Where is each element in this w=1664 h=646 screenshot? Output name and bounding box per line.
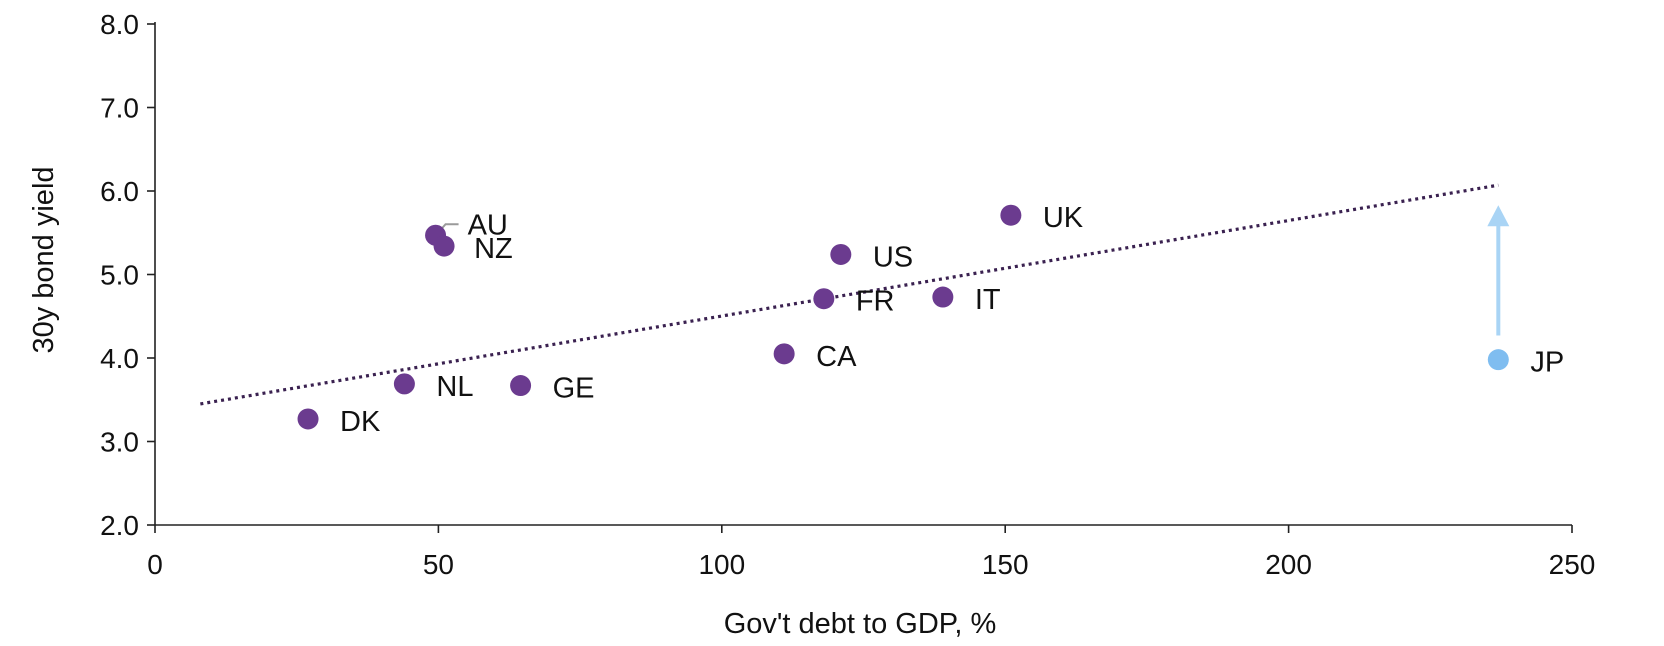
data-point-fr bbox=[813, 288, 835, 310]
point-label-us: US bbox=[873, 241, 913, 273]
point-label-ca: CA bbox=[816, 341, 857, 373]
x-tick-label: 200 bbox=[1265, 549, 1312, 580]
x-tick-label: 250 bbox=[1549, 549, 1596, 580]
y-tick-label: 4.0 bbox=[100, 343, 139, 374]
data-point-it bbox=[932, 286, 954, 308]
data-point-nz bbox=[433, 235, 455, 257]
x-tick-label: 0 bbox=[147, 549, 163, 580]
data-point-ge bbox=[510, 375, 532, 397]
point-label-it: IT bbox=[975, 284, 1001, 316]
y-tick-label: 2.0 bbox=[100, 510, 139, 541]
y-tick-label: 3.0 bbox=[100, 427, 139, 458]
y-tick-label: 6.0 bbox=[100, 176, 139, 207]
y-tick-label: 8.0 bbox=[100, 9, 139, 40]
point-label-nl: NL bbox=[436, 371, 473, 403]
x-tick-label: 150 bbox=[982, 549, 1029, 580]
point-label-au: AU bbox=[468, 209, 508, 241]
y-axis-title: 30y bond yield bbox=[28, 166, 60, 353]
trendline bbox=[200, 183, 1499, 406]
data-point-us bbox=[830, 243, 852, 265]
x-tick-label: 50 bbox=[423, 549, 454, 580]
data-point-nl bbox=[393, 373, 415, 395]
point-label-fr: FR bbox=[856, 286, 895, 318]
data-point-jp bbox=[1487, 349, 1509, 371]
x-tick-label: 100 bbox=[698, 549, 745, 580]
arrow-head bbox=[1487, 205, 1510, 227]
point-label-ge: GE bbox=[553, 373, 595, 405]
point-label-uk: UK bbox=[1043, 202, 1084, 234]
y-tick-label: 5.0 bbox=[100, 260, 139, 291]
data-point-uk bbox=[1000, 204, 1022, 226]
point-label-jp: JP bbox=[1530, 347, 1564, 379]
data-point-ca bbox=[773, 343, 795, 365]
y-tick-label: 7.0 bbox=[100, 93, 139, 124]
point-label-dk: DK bbox=[340, 406, 381, 438]
data-point-dk bbox=[297, 408, 319, 430]
plot-area: 2.0 3.0 4.0 5.0 6.0 7.0 8.0 0 50 100 150 200 250 DK NL… bbox=[100, 9, 1595, 580]
point-label-nz: NZ bbox=[474, 233, 513, 265]
x-axis-title: Gov't debt to GDP, % bbox=[724, 608, 997, 640]
